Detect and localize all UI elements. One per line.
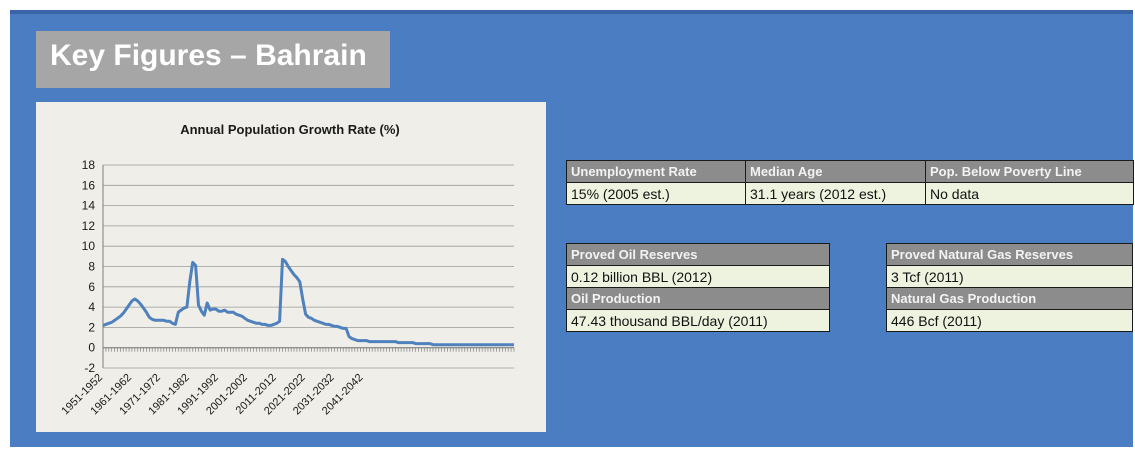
oil-production-header: Oil Production (566, 287, 830, 310)
median-age-header: Median Age (745, 160, 926, 183)
page-title: Key Figures – Bahrain (50, 39, 367, 72)
gas-production-value-row: 446 Bcf (2011) (886, 309, 1133, 332)
oil-reserves-header-row: Proved Oil Reserves (566, 243, 830, 266)
y-tick-label: 2 (88, 320, 95, 334)
gas-production-header-row: Natural Gas Production (886, 287, 1133, 310)
y-tick-label: 18 (82, 158, 96, 172)
oil-production-value-row: 47.43 thousand BBL/day (2011) (566, 309, 830, 332)
gas-production-value: 446 Bcf (2011) (886, 309, 1133, 332)
unemployment-value: 15% (2005 est.) (566, 182, 746, 205)
oil-table: Proved Oil Reserves 0.12 billion BBL (20… (566, 243, 830, 332)
median-age-value: 31.1 years (2012 est.) (745, 182, 926, 205)
gas-reserves-header: Proved Natural Gas Reserves (886, 243, 1133, 266)
gas-table: Proved Natural Gas Reserves 3 Tcf (2011)… (886, 243, 1133, 332)
title-box: Key Figures – Bahrain (36, 31, 390, 88)
oil-reserves-value: 0.12 billion BBL (2012) (566, 265, 830, 288)
y-tick-label: 10 (82, 239, 96, 253)
chart-title: Annual Population Growth Rate (%) (180, 122, 400, 137)
y-tick-label: 14 (82, 199, 96, 213)
gas-reserves-value-row: 3 Tcf (2011) (886, 265, 1133, 288)
y-tick-label: 4 (88, 300, 95, 314)
y-tick-label: 8 (88, 260, 95, 274)
demographics-value-row: 15% (2005 est.) 31.1 years (2012 est.) N… (566, 182, 1134, 205)
gas-reserves-header-row: Proved Natural Gas Reserves (886, 243, 1133, 266)
oil-reserves-header: Proved Oil Reserves (566, 243, 830, 266)
demographics-table: Unemployment Rate Median Age Pop. Below … (566, 160, 1134, 205)
poverty-header: Pop. Below Poverty Line (925, 160, 1134, 183)
growth-rate-chart: -2 0 2 4 6 8 10 12 14 16 18 1951-1952 1961-1962 1971-… (36, 102, 546, 432)
y-tick-label: 0 (88, 341, 95, 355)
chart-svg: -20246810121416181951-19521961-19621971-… (59, 122, 515, 417)
y-tick-label: 12 (82, 219, 96, 233)
poverty-value: No data (925, 182, 1134, 205)
demographics-header-row: Unemployment Rate Median Age Pop. Below … (566, 160, 1134, 183)
oil-reserves-value-row: 0.12 billion BBL (2012) (566, 265, 830, 288)
gas-reserves-value: 3 Tcf (2011) (886, 265, 1133, 288)
y-tick-label: 6 (88, 280, 95, 294)
oil-production-header-row: Oil Production (566, 287, 830, 310)
oil-production-value: 47.43 thousand BBL/day (2011) (566, 309, 830, 332)
unemployment-header: Unemployment Rate (566, 160, 746, 183)
series-line (102, 257, 514, 347)
y-tick-label: -2 (84, 361, 95, 375)
gas-production-header: Natural Gas Production (886, 287, 1133, 310)
y-tick-label: 16 (82, 178, 96, 192)
